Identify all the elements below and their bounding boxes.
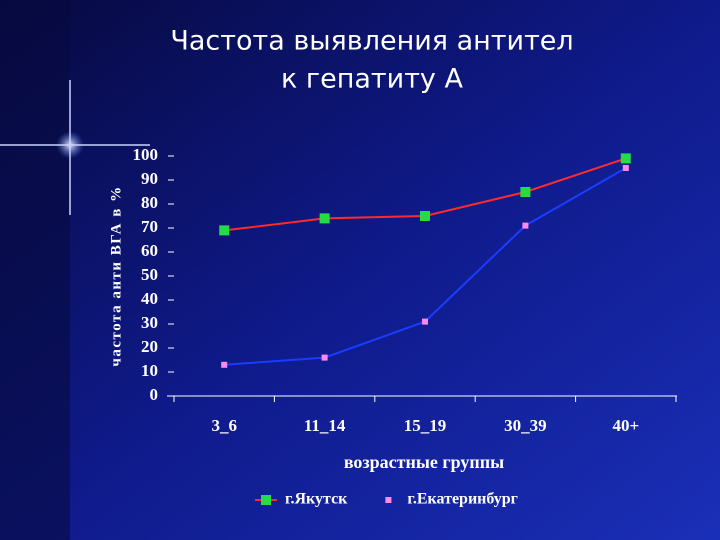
chart-title: Частота выявления антител <box>170 26 573 57</box>
y-tick-label: 50 <box>141 265 158 284</box>
legend-label: г.Якутск <box>285 491 348 508</box>
y-tick-label: 30 <box>141 313 158 332</box>
y-tick-label: 70 <box>141 217 158 236</box>
y-tick-label: 100 <box>133 145 159 164</box>
point <box>520 187 531 197</box>
y-axis-label: частота анти ВГА в % <box>108 185 124 366</box>
point <box>422 318 428 325</box>
left-band <box>0 0 70 540</box>
star-flare <box>0 80 150 215</box>
legend-marker <box>385 497 392 503</box>
y-tick-label: 80 <box>141 193 158 212</box>
x-tick-label: 40+ <box>612 416 639 435</box>
point <box>319 213 330 224</box>
point <box>622 165 629 171</box>
y-tick-label: 90 <box>141 169 158 188</box>
point <box>620 153 631 164</box>
chart-title: к гепатиту А <box>281 64 463 95</box>
x-tick-label: 15_19 <box>404 416 447 435</box>
point <box>420 211 430 221</box>
y-tick-label: 0 <box>150 385 159 404</box>
point <box>219 225 230 236</box>
point <box>522 222 529 229</box>
x-axis-label: возрастные группы <box>344 452 504 472</box>
x-tick-label: 11_14 <box>304 416 346 435</box>
y-tick-label: 20 <box>141 337 158 356</box>
legend-label: г.Екатеринбург <box>407 491 518 508</box>
y-tick-label: 10 <box>141 361 158 380</box>
x-tick-label: 3_6 <box>211 416 237 435</box>
y-tick-label: 40 <box>141 289 158 308</box>
point <box>321 354 328 361</box>
x-tick-label: 30_39 <box>504 416 547 435</box>
legend-marker <box>261 495 271 505</box>
y-tick-label: 60 <box>141 241 158 260</box>
point <box>221 361 228 368</box>
